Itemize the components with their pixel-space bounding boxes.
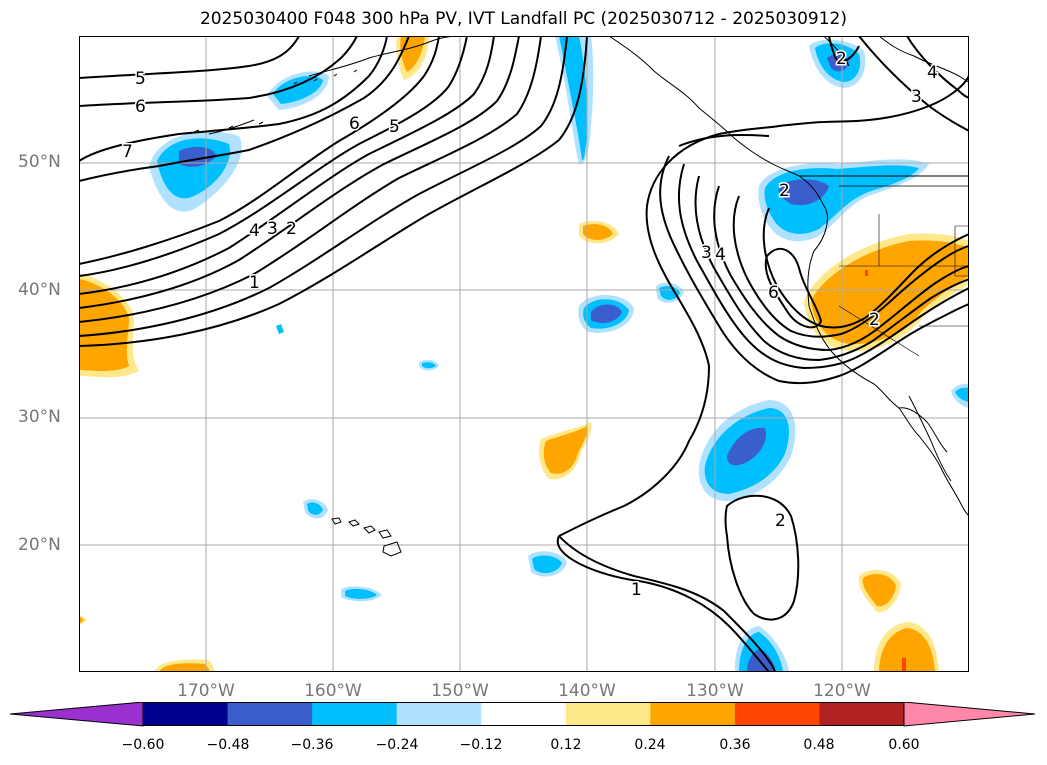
colorbar-extend-min xyxy=(10,702,143,726)
lon-label-170w: 170°W xyxy=(177,681,235,701)
colorbar-segment xyxy=(143,702,229,726)
contour-label: 6 xyxy=(135,97,146,117)
colorbar-tick-label: −0.48 xyxy=(206,737,250,753)
colorbar-tick-label: −0.36 xyxy=(290,737,334,753)
colorbar-tick-label: −0.12 xyxy=(459,737,503,753)
contour-label: 3 xyxy=(701,243,712,263)
contour-label: 3 xyxy=(267,219,278,239)
lon-label-130w: 130°W xyxy=(686,681,744,701)
lat-label-20n: 20°N xyxy=(18,535,61,555)
colorbar-segment xyxy=(312,702,398,726)
map-title: 2025030400 F048 300 hPa PV, IVT Landfall… xyxy=(199,9,847,29)
lat-label-40n: 40°N xyxy=(18,280,61,300)
colorbar-tick-label: 0.48 xyxy=(803,737,835,753)
lon-label-120w: 120°W xyxy=(813,681,871,701)
lat-label-50n: 50°N xyxy=(18,152,61,172)
contour-label: 3 xyxy=(911,87,922,107)
colorbar xyxy=(10,702,1036,727)
lon-label-160w: 160°W xyxy=(304,681,362,701)
colorbar-tick-label: −0.60 xyxy=(121,737,165,753)
contour-label: 2 xyxy=(869,310,880,330)
colorbar-segment xyxy=(819,702,905,726)
contour-label: 2 xyxy=(286,219,297,239)
colorbar-segment xyxy=(481,702,567,726)
contour-label: 5 xyxy=(389,117,400,137)
colorbar-segment xyxy=(650,702,736,726)
pv-contours xyxy=(79,36,969,672)
contour-label: 1 xyxy=(631,580,642,600)
lon-label-140w: 140°W xyxy=(558,681,616,701)
contour-label: 4 xyxy=(715,245,726,265)
colorbar-tick-label: 0.24 xyxy=(634,737,666,753)
contour-label: 5 xyxy=(135,69,146,89)
shaded-field xyxy=(79,36,969,672)
colorbar-tick-label: 0.12 xyxy=(550,737,582,753)
contour-label: 6 xyxy=(768,283,779,303)
contour-label: 2 xyxy=(779,181,790,201)
contour-label: 2 xyxy=(775,511,786,531)
map-frame xyxy=(79,36,969,672)
lon-label-150w: 150°W xyxy=(431,681,489,701)
colorbar-segment xyxy=(227,702,313,726)
contour-label: 4 xyxy=(249,221,260,241)
lat-label-30n: 30°N xyxy=(18,407,61,427)
colorbar-extend-max xyxy=(904,702,1035,726)
contour-label: 1 xyxy=(249,273,260,293)
contour-label: 6 xyxy=(349,114,360,134)
coastlines xyxy=(193,36,969,557)
colorbar-tick-label: 0.60 xyxy=(888,737,920,753)
colorbar-segment xyxy=(734,702,820,726)
contour-label: 4 xyxy=(927,63,938,83)
colorbar-tick-label: −0.24 xyxy=(375,737,419,753)
contour-label: 7 xyxy=(122,142,133,162)
contour-label: 2 xyxy=(836,49,847,69)
colorbar-segment xyxy=(396,702,482,726)
colorbar-segment xyxy=(565,702,651,726)
map-canvas: 5 6 7 6 5 4 3 2 1 2 4 3 2 3 4 6 2 2 1 xyxy=(79,36,969,672)
map-panel: 5 6 7 6 5 4 3 2 1 2 4 3 2 3 4 6 2 2 1 xyxy=(79,36,969,672)
contour-labels: 5 6 7 6 5 4 3 2 1 2 4 3 2 3 4 6 2 2 1 xyxy=(121,48,940,602)
colorbar-tick-label: 0.36 xyxy=(719,737,751,753)
